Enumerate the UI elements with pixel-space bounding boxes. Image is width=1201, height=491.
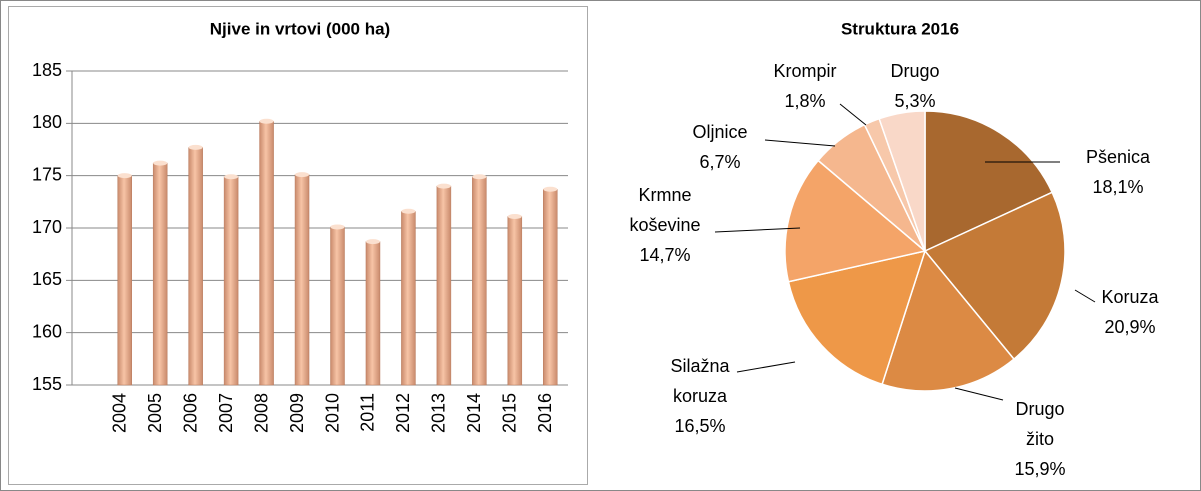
x-tick-label: 2013 [429, 393, 449, 433]
bar [259, 120, 274, 386]
bar [188, 147, 203, 386]
bar [365, 241, 381, 386]
slice-label: Drugo žito [1015, 399, 1064, 449]
y-tick-label: 185 [32, 60, 62, 80]
slice-value-label: 16,5% [674, 416, 725, 436]
bar-cap [188, 144, 203, 150]
pie-slice [784, 159, 927, 283]
pie-slice [787, 249, 927, 386]
bar-cap [153, 160, 168, 166]
pie-slice [878, 110, 926, 252]
bar [507, 216, 523, 386]
pie-slice [923, 191, 1066, 361]
bar-title: Njive in vrtovi (000 ha) [210, 19, 390, 38]
slice-label: Oljnice [692, 122, 747, 142]
leader-line [1074, 289, 1096, 303]
y-tick-label: 170 [32, 217, 62, 237]
x-tick-label: 2015 [500, 393, 520, 433]
slice-label: Krmne koševine [629, 185, 700, 235]
bar [401, 211, 416, 386]
y-tick-label: 160 [32, 321, 62, 341]
bar [543, 189, 558, 386]
bar-cap [436, 183, 451, 189]
bar [330, 226, 345, 386]
x-tick-label: 2010 [322, 393, 342, 433]
bar [223, 176, 239, 386]
pie-slice [924, 110, 1054, 253]
slice-value-label: 1,8% [784, 91, 825, 111]
pie-slice [881, 249, 1016, 392]
bar [152, 162, 168, 386]
left-panel [8, 6, 588, 485]
bar [472, 176, 487, 386]
bar-cap [224, 174, 239, 180]
bar-cap [401, 208, 416, 214]
y-tick-label: 175 [32, 164, 62, 184]
x-tick-label: 2007 [216, 393, 236, 433]
y-tick-label: 155 [32, 374, 62, 394]
slice-label: Krompir [773, 61, 836, 81]
slice-value-label: 18,1% [1092, 177, 1143, 197]
bar [436, 185, 452, 386]
leader-line [736, 361, 796, 373]
bar-cap [543, 186, 558, 192]
pie-title: Struktura 2016 [841, 19, 959, 38]
bar [294, 174, 310, 386]
slice-value-label: 20,9% [1104, 317, 1155, 337]
bar-cap [365, 239, 380, 245]
slice-value-label: 15,9% [1014, 459, 1065, 479]
bar [117, 175, 132, 386]
x-tick-label: 2006 [180, 393, 200, 433]
bar-cap [117, 173, 132, 179]
bar-cap [295, 172, 310, 178]
x-tick-label: 2011 [358, 393, 378, 432]
slice-label: Pšenica [1086, 147, 1151, 167]
leader-line [764, 139, 836, 147]
slice-label: Silažna koruza [670, 356, 730, 406]
slice-label: Koruza [1101, 287, 1159, 307]
slice-label: Drugo [890, 61, 939, 81]
slice-value-label: 14,7% [639, 245, 690, 265]
slice-value-label: 5,3% [894, 91, 935, 111]
slice-value-label: 6,7% [699, 152, 740, 172]
x-tick-label: 2012 [393, 393, 413, 433]
bar-cap [472, 174, 487, 180]
leader-line [839, 103, 867, 126]
x-tick-label: 2014 [464, 393, 484, 433]
x-tick-label: 2009 [287, 393, 307, 433]
y-tick-label: 165 [32, 269, 62, 289]
bar-cap [259, 118, 274, 124]
leader-line [954, 387, 1004, 401]
bar-cap [507, 213, 522, 219]
x-tick-label: 2016 [535, 393, 555, 433]
x-tick-label: 2008 [251, 393, 271, 433]
leader-line [714, 227, 801, 233]
y-tick-label: 180 [32, 112, 62, 132]
x-tick-label: 2005 [145, 393, 165, 433]
bar-cap [330, 224, 345, 230]
x-tick-label: 2004 [109, 393, 129, 433]
